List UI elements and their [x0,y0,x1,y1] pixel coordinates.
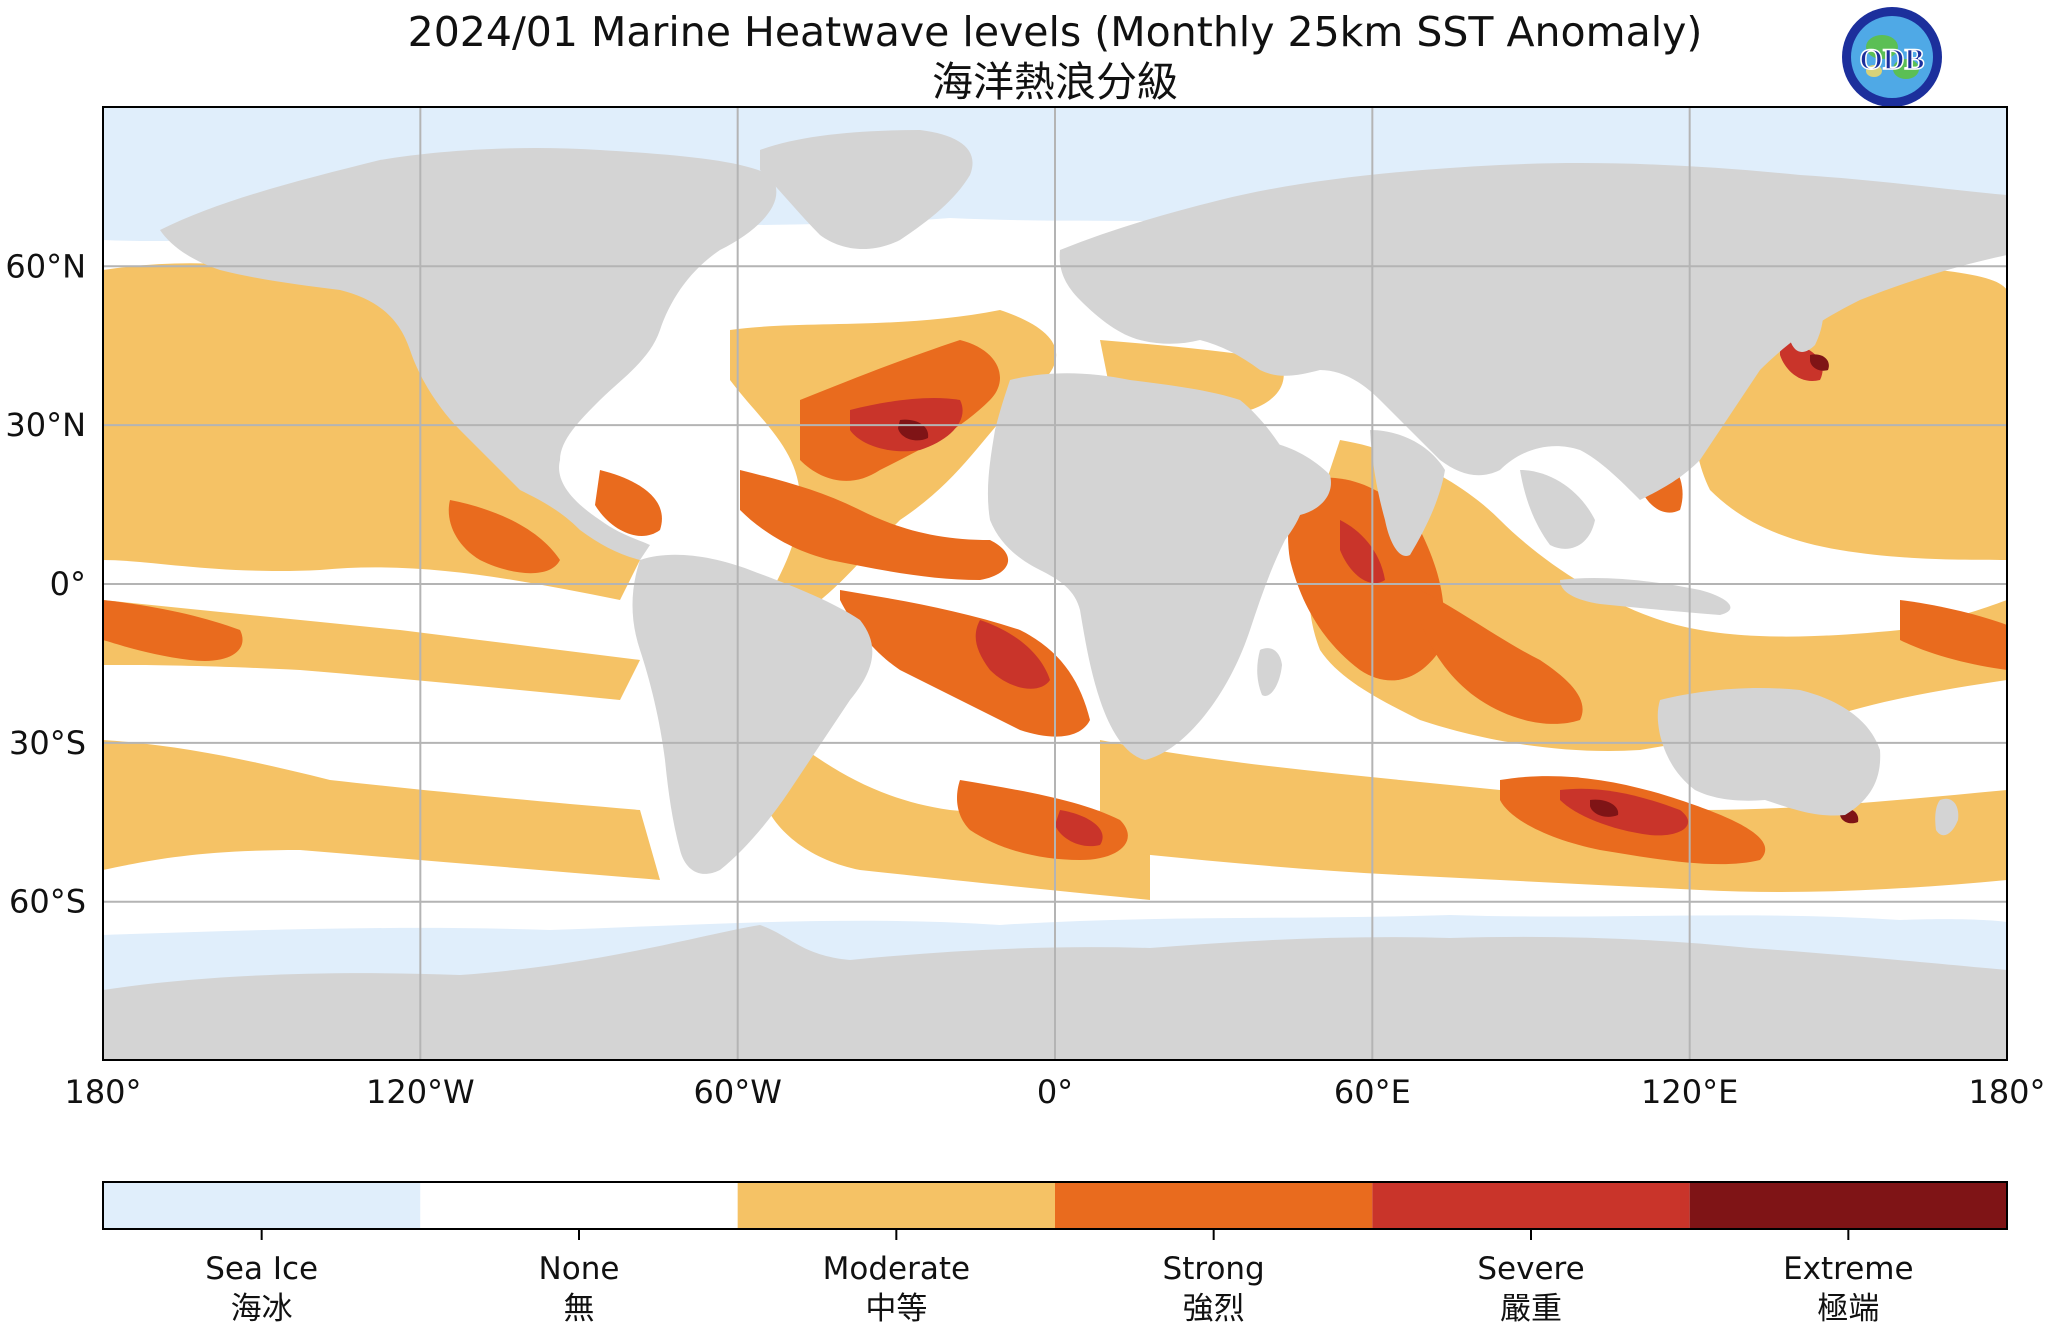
colorbar-swatch [1055,1182,1373,1229]
colorbar-category-label: Severe 嚴重 [1372,1249,1690,1329]
colorbar-category-label: Sea Ice 海冰 [103,1249,421,1329]
colorbar-category-label: None 無 [420,1249,738,1329]
odb-logo: ODB [1840,5,1944,109]
longitude-label: 180° [64,1073,141,1111]
colorbar [103,1182,2007,1240]
colorbar-swatch [103,1182,421,1229]
category-name-en: Strong [1162,1251,1265,1287]
odb-logo-text: ODB [1859,43,1924,76]
category-name-zh: 嚴重 [1500,1291,1562,1327]
latitude-label: 0° [50,565,86,603]
map-title: 2024/01 Marine Heatwave levels (Monthly … [407,8,1703,56]
longitude-label: 180° [1968,1073,2045,1111]
category-name-en: None [538,1251,620,1287]
category-name-en: Severe [1477,1251,1585,1287]
latitude-label: 60°S [9,883,86,921]
category-name-en: Extreme [1783,1251,1914,1287]
category-name-zh: 極端 [1817,1291,1880,1327]
longitude-label: 120°E [1641,1073,1738,1111]
map-subtitle: 海洋熱浪分級 [932,58,1178,106]
category-name-zh: 無 [563,1291,595,1327]
map-frame [102,106,2008,1061]
colorbar-frame [102,1181,2008,1230]
longitude-label: 60°W [693,1073,781,1111]
longitude-label: 60°E [1334,1073,1411,1111]
colorbar-swatch [1689,1182,2007,1229]
category-name-zh: 海冰 [230,1291,293,1327]
longitude-label: 0° [1037,1073,1073,1111]
category-name-zh: 強烈 [1182,1291,1245,1327]
latitude-label: 30°S [9,724,86,762]
colorbar-swatch [420,1182,738,1229]
colorbar-swatch [737,1182,1055,1229]
category-name-zh: 中等 [865,1291,928,1327]
category-name-en: Sea Ice [205,1251,319,1287]
colorbar-category-label: Moderate 中等 [737,1249,1055,1329]
graticule [103,107,2007,1060]
longitude-label: 120°W [366,1073,475,1111]
colorbar-swatch [1372,1182,1690,1229]
colorbar-category-label: Extreme 極端 [1689,1249,2007,1329]
category-name-en: Moderate [822,1251,971,1287]
severe-heatwave-regions [850,340,1823,847]
latitude-label: 30°N [5,406,86,444]
latitude-label: 60°N [5,247,86,285]
colorbar-category-label: Strong 強烈 [1055,1249,1373,1329]
